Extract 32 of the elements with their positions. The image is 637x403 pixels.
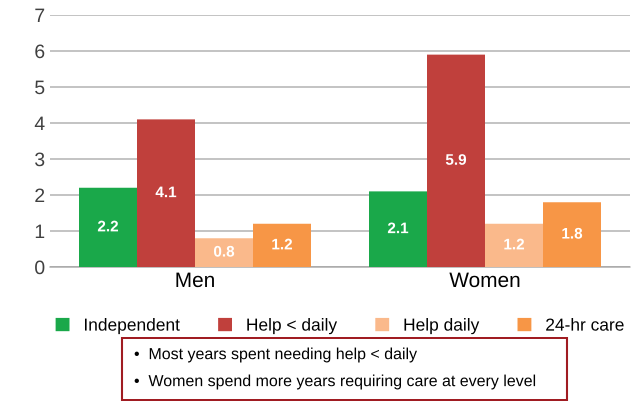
y-tick-label: 3 — [35, 152, 44, 166]
data-label: 1.2 — [504, 238, 524, 250]
data-label: 5.9 — [446, 154, 466, 165]
y-tick-label: 0 — [35, 260, 44, 274]
bar — [79, 188, 137, 267]
bar — [195, 238, 253, 267]
bar — [369, 191, 427, 267]
y-tick-label: 7 — [35, 8, 44, 22]
text: • Women spend more years requiring care at every level — [134, 374, 536, 390]
x-tick-label: Women — [449, 272, 520, 288]
data-label: 2.2 — [98, 220, 118, 232]
bar — [253, 224, 311, 267]
y-tick-label: 1 — [36, 224, 44, 238]
y-tick-label: 4 — [34, 116, 45, 130]
data-label: 2.1 — [388, 222, 408, 234]
data-label: 0.8 — [214, 246, 234, 257]
legend-label: Help daily — [404, 318, 480, 334]
legend-label: 24-hr care — [546, 318, 624, 331]
y-tick-label: 2 — [35, 188, 44, 202]
x-tick-label: Men — [176, 272, 214, 288]
bar — [137, 119, 195, 267]
y-tick-label: 5 — [35, 80, 44, 94]
y-tick-label: 6 — [35, 44, 44, 58]
legend-label: Independent — [84, 318, 180, 334]
data-label: 4.1 — [156, 186, 176, 198]
bar — [427, 54, 485, 267]
bar — [543, 202, 601, 267]
legend-label: Help < daily — [247, 318, 338, 334]
text: • Most years spent needing help < daily — [134, 348, 418, 362]
data-label: 1.2 — [272, 238, 292, 250]
data-label: 1.8 — [562, 228, 582, 239]
bar — [485, 224, 543, 267]
